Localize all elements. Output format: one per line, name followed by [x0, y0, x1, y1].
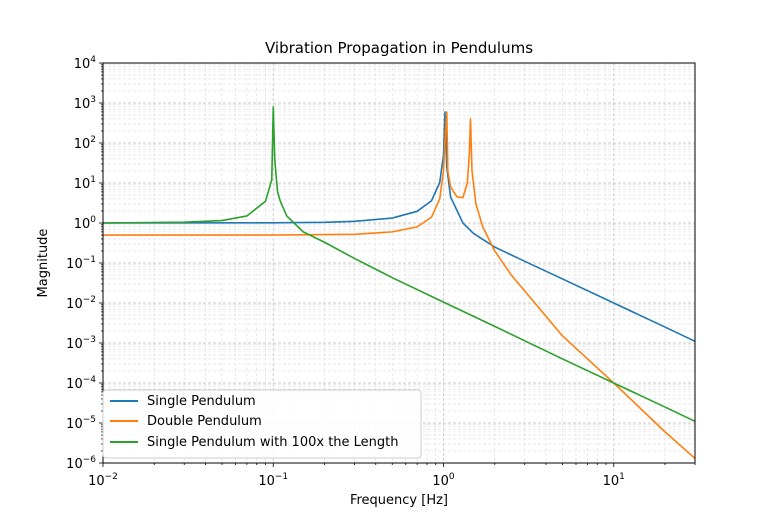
- y-tick-label: 101: [74, 175, 96, 192]
- y-tick-label: 10−6: [66, 455, 96, 472]
- legend: Single Pendulum Double Pendulum Single P…: [102, 389, 422, 459]
- series-layer: [102, 106, 696, 460]
- y-tick-label: 102: [74, 135, 96, 152]
- x-tick-label: 100: [432, 472, 455, 489]
- series-line-2: [103, 111, 696, 460]
- legend-label-single-pendulum: Single Pendulum: [147, 394, 256, 409]
- legend-label-double-pendulum: Double Pendulum: [147, 414, 262, 429]
- series-line-1: [102, 111, 696, 343]
- legend-box: [102, 389, 422, 459]
- y-tick-label: 10−5: [66, 415, 96, 432]
- y-tick-label: 100: [74, 215, 97, 232]
- y-axis-label: Magnitude: [36, 229, 51, 298]
- y-tick-label: 10−3: [66, 335, 96, 352]
- ticks-layer: 10−2 10−1 100 101 10−6 10−5 10−4 10−3 10−2 10−1 10…: [66, 55, 696, 489]
- y-tick-label: 103: [74, 95, 96, 112]
- y-tick-label: 104: [74, 55, 97, 72]
- x-tick-label: 101: [603, 472, 625, 489]
- x-tick-label: 10−2: [88, 472, 118, 489]
- chart-title: Vibration Propagation in Pendulums: [265, 39, 533, 57]
- y-tick-label: 10−4: [66, 375, 96, 392]
- y-tick-label: 10−2: [66, 295, 96, 312]
- x-axis-label: Frequency [Hz]: [350, 493, 448, 508]
- x-tick-label: 10−1: [258, 472, 288, 489]
- y-tick-label: 10−1: [66, 255, 96, 272]
- legend-label-long-pendulum: Single Pendulum with 100x the Length: [147, 435, 399, 450]
- series-line-3: [102, 106, 696, 423]
